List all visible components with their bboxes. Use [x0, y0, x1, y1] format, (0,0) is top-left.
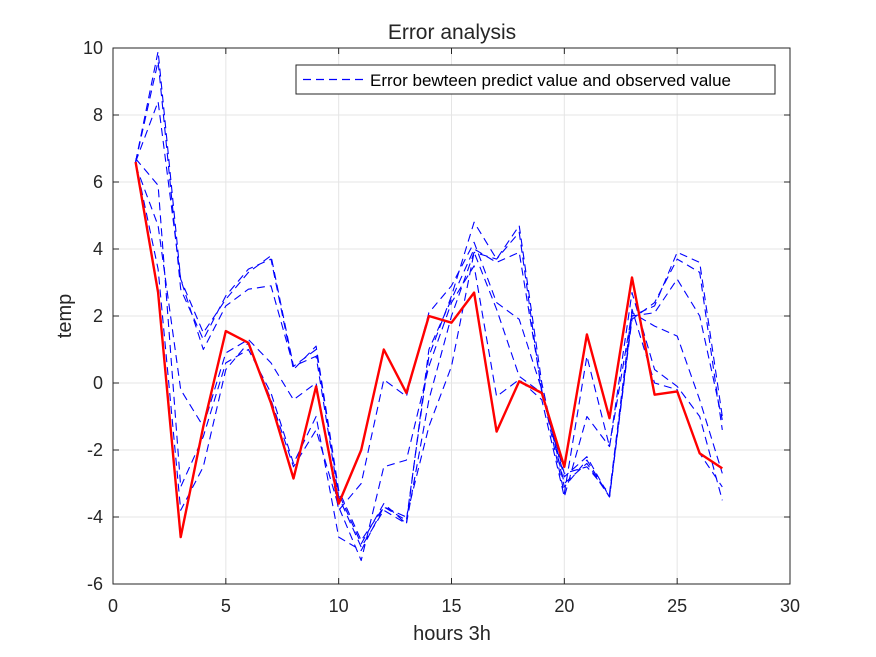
x-tick-label: 15 [441, 596, 461, 616]
x-tick-label: 10 [329, 596, 349, 616]
series-lines [134, 50, 723, 562]
y-axis-ticks: -6 -4 -2 0 2 4 6 8 10 [83, 38, 790, 594]
y-tick-label: 2 [93, 306, 103, 326]
legend: Error bewteen predict value and observed… [295, 64, 776, 95]
chart-title: Error analysis [388, 21, 516, 44]
y-tick-label: -2 [87, 440, 103, 460]
x-tick-label: 20 [554, 596, 574, 616]
x-axis-ticks: 0 5 10 15 20 25 30 [108, 48, 800, 616]
y-tick-label: -4 [87, 507, 103, 527]
y-tick-label: -6 [87, 574, 103, 594]
legend-box [295, 64, 776, 95]
y-tick-label: 10 [83, 38, 103, 58]
y-axis-label: temp [54, 294, 76, 338]
blue-dashed-series-line-6 [135, 158, 723, 552]
x-axis-label: hours 3h [413, 623, 491, 645]
blue-dashed-series-line-4 [135, 165, 723, 511]
blue-dashed-series-line-3 [135, 101, 723, 548]
y-tick-label: 0 [93, 373, 103, 393]
x-tick-label: 25 [667, 596, 687, 616]
y-tick-label: 8 [93, 105, 103, 125]
x-tick-label: 5 [221, 596, 231, 616]
x-tick-label: 0 [108, 596, 118, 616]
y-tick-label: 4 [93, 239, 103, 259]
y-tick-label: 6 [93, 172, 103, 192]
legend-entry: Error bewteen predict value and observed… [370, 71, 731, 90]
red-series-line [134, 161, 723, 539]
blue-dashed-series-line-1 [135, 50, 723, 545]
blue-dashed-series-line-5 [135, 161, 723, 562]
x-tick-label: 30 [780, 596, 800, 616]
